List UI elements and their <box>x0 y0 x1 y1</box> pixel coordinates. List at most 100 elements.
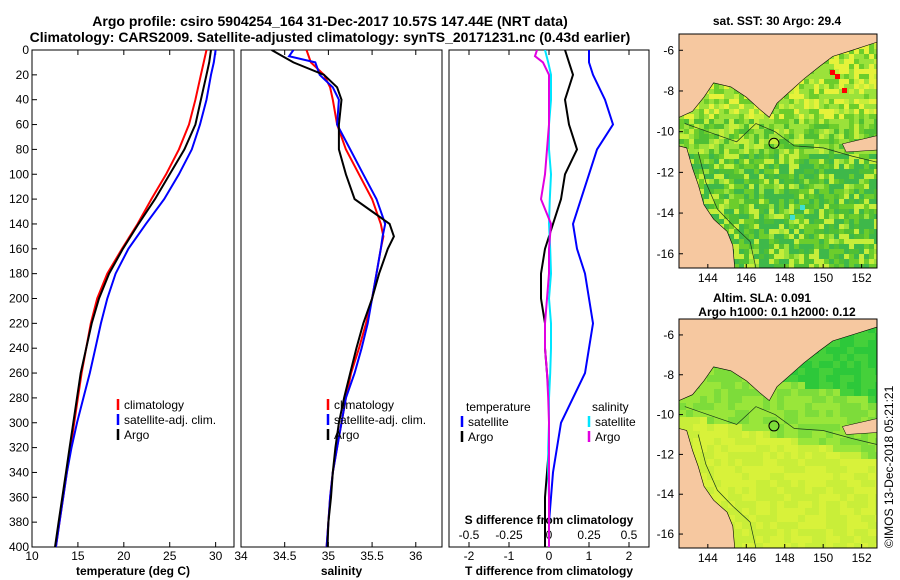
map-pixel <box>724 149 729 154</box>
map-pixel <box>779 149 784 154</box>
map-pixel <box>714 134 719 139</box>
map-pixel <box>794 239 799 244</box>
map-pixel <box>854 452 861 459</box>
map-pixel <box>693 424 700 431</box>
map-pixel <box>729 104 734 109</box>
map-pixel <box>854 59 859 64</box>
map-pixel <box>789 154 794 159</box>
map-pixel <box>784 529 791 536</box>
chart-panel-salinity: 34 34.5 35 35.5 36salinityclimatologysatelli… <box>234 49 443 578</box>
map-pixel <box>719 184 724 189</box>
map-pixel <box>770 487 777 494</box>
y-tick-label: 40 <box>16 93 30 107</box>
map-pixel <box>799 219 804 224</box>
map-pixel <box>689 154 694 159</box>
sla-map: 144 146 148 150 152-6-8-10-12-14-16 <box>657 318 878 565</box>
map-pixel <box>759 254 764 259</box>
map-pixel <box>875 445 877 452</box>
map-pixel <box>824 209 829 214</box>
map-pixel <box>844 79 849 84</box>
map-pixel <box>686 431 693 438</box>
map-pixel <box>779 124 784 129</box>
map-pixel <box>784 189 789 194</box>
map-pixel <box>789 189 794 194</box>
map-pixel <box>833 368 840 375</box>
map-pixel <box>834 64 839 69</box>
map-pixel <box>819 347 826 354</box>
map-pixel <box>729 134 734 139</box>
map-pixel <box>754 199 759 204</box>
map-pixel <box>724 139 729 144</box>
map-pixel <box>864 119 869 124</box>
map-pixel <box>714 375 721 382</box>
map-pixel <box>764 189 769 194</box>
map-pixel <box>869 149 874 154</box>
map-pixel <box>764 214 769 219</box>
map-pixel <box>840 480 847 487</box>
map-pixel <box>756 452 763 459</box>
map-pixel <box>734 109 739 114</box>
map-x-tick-label: 152 <box>852 551 872 565</box>
map-pixel <box>864 264 869 268</box>
map-pixel <box>799 124 804 129</box>
map-pixel <box>729 139 734 144</box>
map-pixel <box>799 229 804 234</box>
map-pixel <box>854 459 861 466</box>
map-pixel <box>864 234 869 239</box>
map-pixel <box>791 410 798 417</box>
map-pixel <box>847 438 854 445</box>
map-pixel <box>809 149 814 154</box>
map-pixel <box>819 254 824 259</box>
map-pixel <box>798 417 805 424</box>
map-pixel <box>742 466 749 473</box>
map-pixel <box>833 340 840 347</box>
map-pixel <box>789 109 794 114</box>
map-pixel <box>729 214 734 219</box>
map-pixel <box>804 229 809 234</box>
map-pixel <box>804 154 809 159</box>
map-pixel <box>764 124 769 129</box>
map-pixel <box>854 219 859 224</box>
map-pixel <box>759 199 764 204</box>
map-pixel <box>734 239 739 244</box>
y-tick-label: 180 <box>9 267 29 281</box>
map-pixel <box>874 49 877 54</box>
map-pixel <box>812 529 819 536</box>
map-pixel <box>784 494 791 501</box>
map-pixel <box>770 536 777 543</box>
map-pixel <box>789 159 794 164</box>
map-pixel <box>840 494 847 501</box>
map-pixel <box>868 494 875 501</box>
map-pixel <box>854 410 861 417</box>
map-pixel <box>789 194 794 199</box>
map-pixel <box>709 164 714 169</box>
map-pixel <box>834 264 839 268</box>
map-pixel <box>774 204 779 209</box>
legend-label: Argo <box>468 430 494 444</box>
map-pixel <box>700 459 707 466</box>
map-pixel <box>861 396 868 403</box>
map-pixel <box>734 144 739 149</box>
map-pixel <box>724 214 729 219</box>
map-pixel <box>794 99 799 104</box>
map-pixel <box>756 466 763 473</box>
map-pixel <box>739 164 744 169</box>
x-tick-label: 35 <box>322 549 336 563</box>
map-pixel <box>744 214 749 219</box>
map-pixel <box>784 480 791 487</box>
map-pixel <box>769 214 774 219</box>
map-pixel <box>809 79 814 84</box>
map-pixel <box>854 347 861 354</box>
map-pixel <box>864 249 869 254</box>
land-islands <box>842 135 877 153</box>
map-pixel <box>805 473 812 480</box>
map-pixel <box>734 164 739 169</box>
x-tick-label: 30 <box>209 549 223 563</box>
x-tick-label: -1 <box>504 549 515 563</box>
map-pixel <box>749 259 754 264</box>
map-pixel <box>784 473 791 480</box>
map-pixel <box>721 375 728 382</box>
map-pixel <box>834 94 839 99</box>
map-pixel <box>833 361 840 368</box>
map-pixel <box>798 410 805 417</box>
